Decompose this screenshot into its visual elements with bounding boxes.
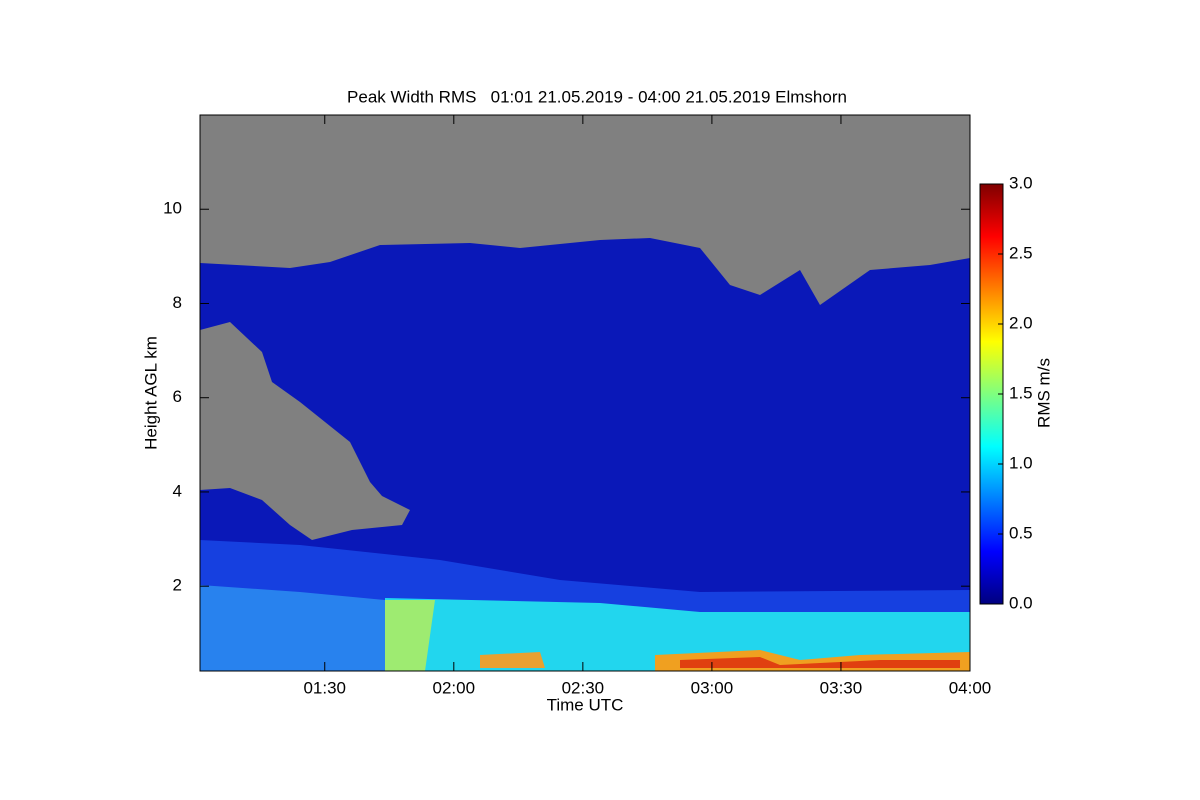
colorbar-tick-label: 1.0 [1009,453,1033,472]
gap-region [200,322,410,540]
y-tick-label: 8 [173,293,182,312]
x-tick-label: 02:00 [433,678,476,697]
colorbar-tick-label: 0.5 [1009,523,1033,542]
colorbar-tick-label: 2.5 [1009,243,1033,262]
y-tick-label: 2 [173,576,182,595]
x-tick-label: 01:30 [303,678,346,697]
x-tick-label: 04:00 [949,678,992,697]
colorbar-tick-label: 2.0 [1009,313,1033,332]
y-tick-label: 4 [173,481,182,500]
heatmap [200,115,970,671]
x-tick-label: 02:30 [562,678,605,697]
y-axis-label: Height AGL km [141,336,160,450]
colorbar-tick-label: 0.0 [1009,593,1033,612]
x-axis-label: Time UTC [547,695,624,714]
y-tick-label: 10 [163,199,182,218]
colorbar-tick-label: 3.0 [1009,173,1033,192]
x-tick-label: 03:00 [691,678,734,697]
colorbar-label: RMS m/s [1034,358,1053,428]
layer-region [680,657,960,668]
chart-title: Peak Width RMS 01:01 21.05.2019 - 04:00 … [347,87,847,106]
layer-region [480,652,545,668]
plot-frame [199,114,971,672]
colorbar-tick-label: 1.5 [1009,383,1033,402]
y-tick-label: 6 [173,387,182,406]
layer-region [200,585,385,671]
layer-region [385,600,435,671]
x-tick-label: 03:30 [820,678,863,697]
